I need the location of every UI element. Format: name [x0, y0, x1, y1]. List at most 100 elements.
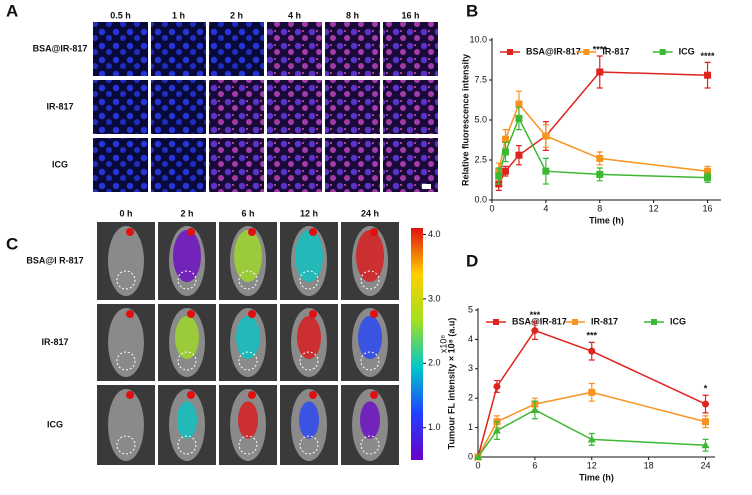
blob	[309, 228, 317, 236]
marker	[495, 172, 503, 180]
x-axis-label: Time (h)	[589, 215, 624, 225]
blob	[187, 391, 195, 399]
marker	[702, 418, 710, 426]
blob	[187, 228, 195, 236]
micrograph	[209, 22, 264, 76]
column-label: 0 h	[119, 208, 132, 218]
tumour-outline	[360, 351, 380, 371]
marker	[588, 347, 596, 355]
marker	[596, 154, 604, 162]
legend-marker	[583, 49, 590, 55]
x-axis-label: Time (h)	[579, 472, 614, 482]
column-label: 6 h	[241, 208, 254, 218]
y-tick-label: 0	[468, 451, 473, 461]
blob	[248, 228, 256, 236]
legend-marker	[507, 49, 513, 55]
y-tick-label: 2.5	[474, 154, 487, 164]
column-label: 4 h	[288, 10, 301, 20]
marker	[596, 68, 604, 76]
column-label: 1 h	[172, 10, 185, 20]
micrograph	[209, 138, 264, 192]
signal	[299, 401, 319, 439]
x-tick-label: 4	[543, 203, 548, 213]
significance: ***	[587, 331, 598, 341]
panel-label: D	[466, 251, 478, 270]
tumour-outline	[238, 351, 258, 371]
column-label: 12 h	[300, 208, 318, 218]
marker	[501, 148, 509, 156]
x-tick-label: 12	[587, 460, 597, 470]
blob	[309, 310, 317, 318]
micrograph	[267, 80, 322, 134]
marker	[515, 114, 523, 122]
marker	[531, 327, 539, 335]
micrograph	[93, 22, 148, 76]
marker	[542, 167, 550, 175]
x-tick-label: 24	[701, 460, 711, 470]
scale-bar	[422, 184, 431, 189]
blob	[126, 228, 134, 236]
y-axis-label: Relative fluorescence intensity	[460, 54, 470, 186]
blob	[248, 310, 256, 318]
series-line	[498, 102, 708, 172]
micrograph	[93, 138, 148, 192]
marker	[587, 435, 596, 443]
y-tick-label: 0.0	[474, 194, 487, 204]
tumour-outline	[116, 435, 136, 455]
y-tick-label: 4	[468, 334, 473, 344]
tumour-outline	[299, 270, 319, 290]
marker	[492, 426, 501, 434]
column-label: 24 h	[361, 208, 379, 218]
y-tick-label: 5.0	[474, 114, 487, 124]
row-label: IR-817	[41, 337, 68, 347]
column-label: 0.5 h	[110, 10, 131, 20]
colorbar-tick-label: 1.0	[428, 422, 441, 432]
y-tick-label: 2	[468, 393, 473, 403]
tumour-outline	[177, 270, 197, 290]
panel-label: A	[6, 1, 18, 20]
significance: ***	[530, 310, 541, 320]
tumour-outline	[116, 270, 136, 290]
column-label: 2 h	[180, 208, 193, 218]
row-label: BSA@I R-817	[26, 255, 83, 265]
significance: ****	[701, 51, 716, 61]
column-label: 8 h	[346, 10, 359, 20]
y-tick-label: 1	[468, 422, 473, 432]
legend-label: ICG	[670, 316, 686, 326]
row-label: ICG	[52, 159, 68, 169]
signal	[238, 401, 258, 439]
signal	[297, 315, 321, 360]
x-tick-label: 8	[597, 203, 602, 213]
marker	[501, 135, 509, 143]
colorbar	[411, 228, 423, 460]
legend-marker	[659, 49, 666, 55]
y-axis-label: Tumour FL intensity × 10⁸ (a.u)	[446, 318, 456, 450]
signal	[173, 230, 201, 282]
legend-marker	[572, 319, 578, 325]
signal	[175, 315, 199, 360]
colorbar-tick-label: 3.0	[428, 293, 441, 303]
marker	[515, 100, 523, 108]
x-tick-label: 0	[475, 460, 480, 470]
tumour-outline	[299, 435, 319, 455]
marker	[515, 151, 523, 159]
x-tick-label: 0	[489, 203, 494, 213]
panel-label: B	[466, 1, 478, 20]
blob	[248, 391, 256, 399]
legend-marker	[651, 319, 657, 325]
blob	[309, 391, 317, 399]
micrograph	[325, 138, 380, 192]
marker	[704, 174, 712, 182]
series-line	[498, 116, 708, 179]
row-label: IR-817	[46, 101, 73, 111]
tumour-outline	[238, 435, 258, 455]
legend-label: BSA@IR-817	[512, 316, 567, 326]
signal	[360, 401, 380, 439]
micrograph	[325, 80, 380, 134]
marker	[588, 388, 596, 396]
blob	[370, 310, 378, 318]
micrograph	[383, 80, 438, 134]
micrograph	[93, 80, 148, 134]
tumour-outline	[238, 270, 258, 290]
